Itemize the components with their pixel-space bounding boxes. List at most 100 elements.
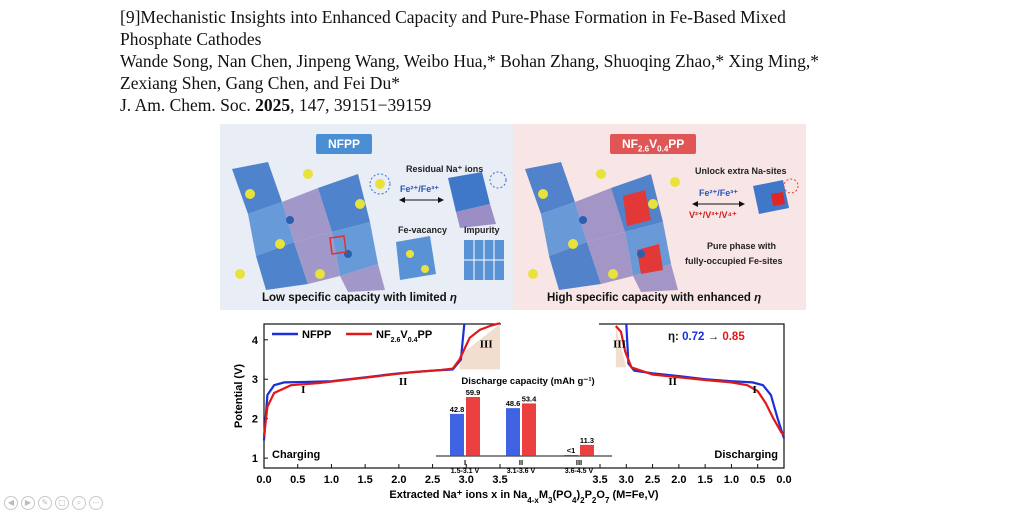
x-tick-label-charge: 3.5 [492,474,507,486]
inset-bar-III-nfpp [564,455,578,456]
slide-controls: ◀ ▶ ✎ ▢ ⌕ ⋯ [4,496,103,510]
voltage-chart: 1 2 3 4 0.0 0.5 1.0 1.5 2.0 2.5 3.0 3.5 3.5 3.0 2.5 2.0… [228,318,808,508]
slide-control-button-2[interactable]: ✎ [38,496,52,510]
y-axis-label: Potential (V) [233,364,245,429]
x-axis-label-part: ) [576,489,580,501]
x-tick-label-discharge: 3.0 [619,474,634,486]
inset-bar-I-nfpp [450,413,464,456]
series-NF2.6V0.4PP-charge-line [262,322,501,437]
slide-control-button-1[interactable]: ▶ [21,496,35,510]
inset-group-range: 3.1-3.6 V [507,468,536,475]
inset-group-label: II [519,458,523,467]
nfvpp-title-tag: NF2.6V0.4PP [610,134,697,154]
inset-bar-II-nfpp [506,408,520,456]
paper-title-line-1: [9]Mechanistic Insights into Enhanced Ca… [120,7,786,27]
reference-text: [9]Mechanistic Insights into Enhanced Ca… [120,6,940,116]
inset-group-range: 1.5-3.1 V [451,468,480,475]
inset-bar-value: 59.9 [466,388,481,397]
region-iii-discharge-shade [615,325,627,368]
y-tick-label: 2 [252,414,258,426]
nfpp-redox-label: Fe²⁺/Fe³⁺ [400,184,440,194]
x-axis-label-part: 4 [572,496,577,505]
region-iii-charge-shade [459,324,500,370]
x-tick-label-discharge: 0.5 [750,474,765,486]
axis-break-gap [501,322,599,334]
x-tick-label-charge: 0.5 [290,474,305,486]
inset-bar-value: 53.4 [522,394,537,403]
y-tick-label: 3 [252,374,258,386]
legend-label-nfvpp: NF2.6V0.4PP [376,329,432,344]
x-tick-label-discharge: 1.0 [724,474,739,486]
inset-bar-II-nfvpp [522,403,536,456]
slide-control-button-5[interactable]: ⋯ [89,496,103,510]
x-tick-label-charge: 3.0 [459,474,474,486]
region-label-i-discharge: I [752,384,756,396]
nfvpp-fe-redox-label: Fe²⁺/Fe³⁺ [699,188,739,198]
y-tick-label: 1 [252,453,258,465]
x-tick-label-discharge: 1.5 [697,474,712,486]
x-tick-label-charge: 2.5 [425,474,440,486]
region-label-ii-discharge: II [668,376,677,388]
nfvpp-panel: NF2.6V0.4PP [513,124,806,310]
eta-annotation: η: 0.72 → 0.85 [668,331,745,343]
inset-group-label: III [576,458,582,467]
x-tick-label-discharge: 2.0 [671,474,686,486]
x-tick-label-discharge: 2.5 [645,474,660,486]
nfpp-title-tag: NFPP [316,134,373,154]
nfvpp-v-redox-label: V²⁺/V³⁺/V⁴⁺ [689,210,737,220]
journal-citation: J. Am. Chem. Soc. 2025, 147, 39151−39159 [120,95,432,115]
inset-bar-value: 11.3 [580,436,594,445]
x-tick-label-discharge: 0.0 [776,474,791,486]
region-label-i-charge: I [301,384,305,396]
inset-bar-III-nfvpp [580,444,594,456]
pure-phase-label-2: fully-occupied Fe-sites [685,256,783,266]
x-tick-label-discharge: 3.5 [592,474,607,486]
journal-year: 2025 [255,95,291,115]
x-axis-label-part: 7 [605,496,610,505]
nfpp-crystal-illustration [232,162,507,292]
region-label-ii-charge: II [399,376,408,388]
x-axis-label-part: 2 [592,496,597,505]
authors-line-2: Zexiang Shen, Gang Chen, and Fei Du* [120,73,400,93]
series-NFPP-charge-line [262,323,466,441]
x-axis-label: Extracted Na⁺ ions x in Na4-xM3(PO4)2P2O… [389,489,659,505]
charging-label: Charging [272,449,320,461]
region-label-iii-charge: III [480,339,493,351]
slide-control-button-3[interactable]: ▢ [55,496,69,510]
x-tick-label-charge: 0.0 [256,474,271,486]
x-axis-label-part: O [596,489,605,501]
inset-group-label: I [464,458,466,467]
legend-label-nfpp: NFPP [302,329,331,341]
x-axis-label-part: 2 [580,496,585,505]
fe-vacancy-label: Fe-vacancy [398,225,448,235]
slide-control-button-0[interactable]: ◀ [4,496,18,510]
x-axis-label-part: Extracted Na⁺ ions x in Na [389,489,528,501]
x-tick-label-charge: 1.0 [324,474,339,486]
x-axis-label-part: (M=Fe,V) [609,489,659,501]
x-axis-label-part: P [585,489,592,501]
region-label-iii-discharge: III [613,339,626,351]
x-axis-label-part: 3 [548,496,553,505]
discharging-label: Discharging [714,449,778,461]
x-axis-label-part: (PO [552,489,572,501]
voltage-chart-svg: 1 2 3 4 0.0 0.5 1.0 1.5 2.0 2.5 3.0 3.5 3.5 3.0 2.5 2.0… [233,322,792,505]
authors-line-1: Wande Song, Nan Chen, Jinpeng Wang, Weib… [120,51,819,71]
inset-group-range: 3.6-4.5 V [565,468,594,475]
nfvpp-caption: High specific capacity with enhanced η [547,292,762,304]
nfpp-panel: NFPP [220,124,513,310]
schematic-figure: NFPP [220,124,806,310]
impurity-label: Impurity [464,225,500,235]
x-tick-label-charge: 2.0 [391,474,406,486]
slide-control-button-4[interactable]: ⌕ [72,496,86,510]
x-axis-label-part: M [539,489,548,501]
pure-phase-label-1: Pure phase with [707,241,777,251]
y-tick-label: 4 [252,335,259,347]
x-axis-label-part: 4-x [527,496,539,505]
unlock-label: Unlock extra Na-sites [695,166,787,176]
inset-bar-value: 42.8 [450,405,465,414]
inset-bar-value: <1 [567,446,576,455]
residual-na-label: Residual Na⁺ ions [406,164,484,174]
inset-bar-I-nfvpp [466,397,480,456]
inset-bar-value: 48.6 [506,399,521,408]
x-tick-label-charge: 1.5 [357,474,372,486]
